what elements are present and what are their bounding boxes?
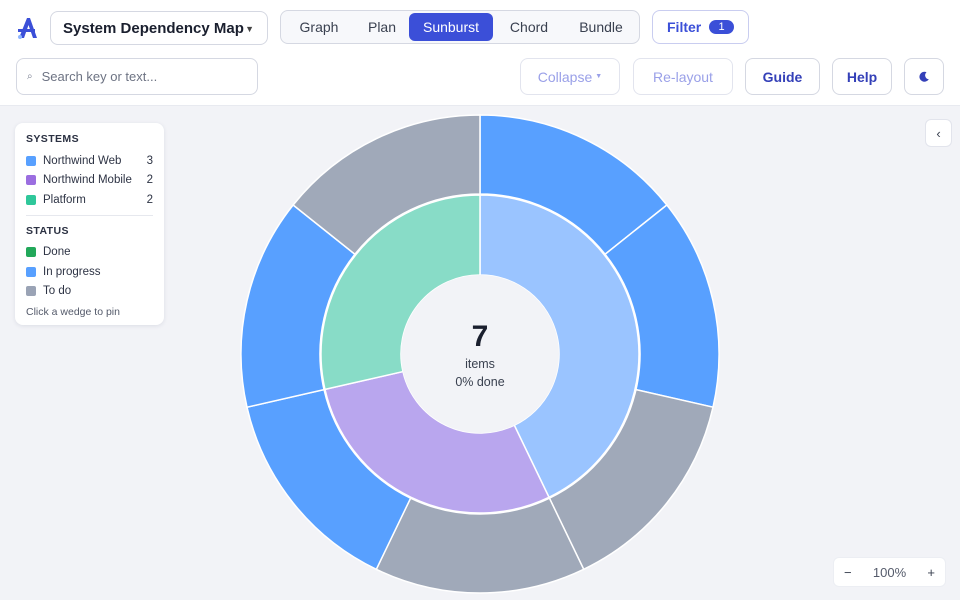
legend-divider (26, 214, 153, 216)
view-tabs: Graph Plan Sunburst Chord Bundle (280, 10, 640, 44)
legend-panel: SYSTEMS Northwind Web 3 Northwind Mobile… (15, 123, 164, 325)
legend-item-to-do[interactable]: To do (26, 282, 153, 302)
legend-item-northwind-mobile[interactable]: Northwind Mobile 2 (26, 171, 153, 191)
center-total: 7 (472, 320, 489, 353)
legend-item-northwind-web[interactable]: Northwind Web 3 (26, 151, 153, 171)
zoom-in-button[interactable]: + (927, 564, 935, 580)
legend-item-label: Northwind Web (43, 154, 122, 167)
zoom-out-button[interactable]: − (844, 564, 852, 580)
zoom-level: 100% (872, 564, 907, 580)
theme-toggle-button[interactable] (904, 58, 944, 95)
outer-ring (240, 114, 720, 594)
tab-sunburst[interactable]: Sunburst (409, 13, 493, 41)
chevron-down-icon: ▼ (595, 73, 603, 80)
tab-graph[interactable]: Graph (299, 19, 339, 35)
zoom-control: − 100% + (833, 557, 946, 587)
collapse-label: Collapse (537, 68, 593, 85)
legend-item-label: Northwind Mobile (43, 174, 132, 187)
search-box: ⌕ (16, 58, 258, 95)
color-swatch (26, 175, 36, 186)
legend-item-label: To do (43, 285, 72, 298)
legend-item-count: 3 (146, 154, 153, 167)
sunburst-chart: 7 items 0% done (240, 114, 720, 594)
filter-label: Filter (667, 19, 702, 35)
filter-button[interactable]: Filter 1 (652, 10, 749, 44)
center-items-label: items (465, 357, 495, 371)
color-swatch (26, 247, 36, 258)
search-icon: ⌕ (27, 71, 33, 82)
guide-button[interactable]: Guide (745, 58, 820, 95)
help-button[interactable]: Help (832, 58, 892, 95)
legend-item-label: Platform (43, 193, 86, 206)
filter-count-badge: 1 (709, 20, 734, 34)
legend-item-label: In progress (43, 265, 101, 278)
legend-item-count: 2 (146, 174, 153, 187)
systems-heading: SYSTEMS (26, 133, 79, 145)
document-title: System Dependency Map (63, 19, 244, 37)
tab-bundle[interactable]: Bundle (579, 19, 623, 35)
relayout-button[interactable]: Re-layout (633, 58, 733, 95)
outer-wedge-to-do[interactable] (292, 114, 481, 256)
center-hole (401, 275, 559, 433)
legend-item-done[interactable]: Done (26, 243, 153, 263)
collapse-panel-button[interactable]: ‹ (925, 119, 952, 147)
legend-item-platform[interactable]: Platform 2 (26, 190, 153, 210)
color-swatch (26, 286, 36, 297)
moon-icon (919, 71, 929, 82)
collapse-button[interactable]: Collapse ▼ (520, 58, 620, 95)
legend-hint: Click a wedge to pin (26, 306, 120, 318)
legend-item-count: 2 (146, 193, 153, 206)
inner-wedge-northwind-mobile[interactable] (324, 370, 550, 514)
document-select[interactable]: System Dependency Map ▼ (50, 11, 268, 45)
legend-item-in-progress[interactable]: In progress (26, 262, 153, 282)
color-swatch (26, 155, 36, 166)
status-heading: STATUS (26, 224, 69, 237)
chevron-down-icon: ▼ (245, 24, 254, 34)
top-toolbar: System Dependency Map ▼ Graph Plan Sunbu… (0, 0, 960, 106)
chevron-left-icon: ‹ (936, 125, 941, 141)
legend-item-label: Done (43, 246, 71, 259)
color-swatch (26, 266, 36, 277)
color-swatch (26, 194, 36, 205)
tab-plan[interactable]: Plan (367, 19, 397, 35)
search-input[interactable] (41, 69, 232, 84)
tab-chord[interactable]: Chord (509, 19, 549, 35)
center-done-label: 0% done (455, 375, 504, 389)
app-logo-icon (18, 18, 37, 39)
